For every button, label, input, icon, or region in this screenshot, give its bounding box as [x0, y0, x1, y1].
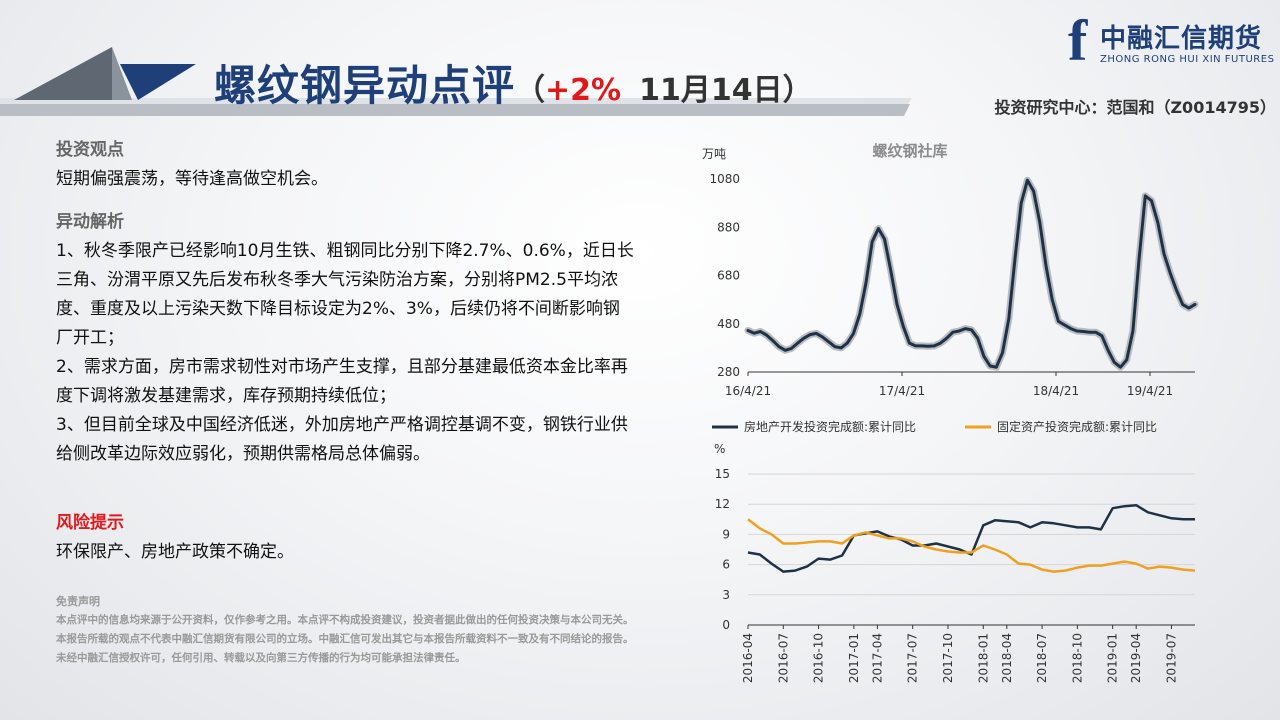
header-decoration	[0, 47, 912, 116]
logo-english: ZHONG RONG HUI XIN FUTURES	[1100, 54, 1275, 65]
x-tick-label: 2019-07	[1164, 633, 1178, 683]
x-tick-label: 2017-04	[870, 633, 884, 683]
series-line-shadow	[744, 176, 1199, 371]
y-tick-label: 0	[722, 618, 730, 632]
series-line-real-estate	[747, 503, 1195, 573]
y-unit-label: 万吨	[702, 147, 726, 161]
disclaimer-text: 本点评中的信息均来源于公开资料，仅作参考之用。本点评不构成投资建议，投资者据此做…	[56, 614, 634, 664]
y-tick-label: 3	[722, 588, 730, 602]
title-open-paren: （	[515, 73, 546, 108]
title-date: 11月14日	[639, 73, 783, 108]
analysis-item-2: 2、需求方面，房市需求韧性对市场产生支撑，且部分基建最低资本金比率再度下调将激发…	[56, 357, 628, 406]
view-text: 短期偏强震荡，等待逢高做空机会。	[56, 169, 328, 189]
y-tick-label: 280	[717, 365, 740, 379]
header: 螺纹钢异动点评（+2% 11月14日） f 中融汇信期货 ZHONG RONG H…	[0, 0, 1280, 120]
chart-title: 螺纹钢社库	[872, 142, 947, 160]
title-main: 螺纹钢异动点评	[214, 62, 516, 109]
logo-name: 中融汇信期货	[1100, 24, 1263, 54]
risk-title: 风险提示	[56, 513, 124, 533]
x-tick-label: 2018-01	[976, 633, 990, 683]
x-tick-label: 16/4/21	[725, 384, 771, 398]
x-tick-label: 2016-04	[741, 633, 755, 683]
investment-chart: 房地产开发投资完成额:累计同比 固定资产投资完成额:累计同比% 0 3 6 9 12 15 20…	[712, 419, 1196, 683]
disclaimer: 免责声明 本点评中的信息均来源于公开资料，仅作参考之用。本点评不构成投资建议，投…	[56, 592, 641, 668]
title-change: +2%	[545, 73, 622, 108]
x-tick-label: 2016-07	[776, 633, 790, 683]
y-unit-label: %	[714, 442, 725, 456]
x-tick-label: 2017-07	[906, 633, 920, 683]
y-tick-label: 480	[717, 317, 740, 331]
y-tick-label: 6	[722, 558, 730, 572]
x-tick-label: 18/4/21	[1033, 384, 1079, 398]
legend-label: 固定资产投资完成额:累计同比	[997, 419, 1157, 434]
analysis-title: 异动解析	[56, 212, 124, 232]
x-tick-label: 2016-10	[812, 633, 826, 683]
x-tick-label: 2018-04	[1000, 633, 1014, 683]
x-tick-label: 17/4/21	[879, 384, 925, 398]
y-tick-label: 12	[715, 497, 730, 511]
series-line-fixed-asset	[747, 518, 1196, 573]
x-tick-label: 19/4/21	[1127, 384, 1173, 398]
y-tick-label: 15	[715, 467, 730, 481]
title-close-paren: ）	[782, 73, 813, 108]
risk-text: 环保限产、房地产政策不确定。	[56, 542, 294, 562]
disclaimer-title: 免责声明	[56, 595, 100, 608]
company-logo: f 中融汇信期货 ZHONG RONG HUI XIN FUTURES	[1060, 8, 1275, 74]
y-tick-label: 9	[722, 527, 730, 541]
x-tick-label: 2017-10	[941, 633, 955, 683]
commentary-text: 投资观点 短期偏强震荡，等待逢高做空机会。 异动解析 1、秋冬季限产已经影响10…	[56, 136, 636, 567]
legend-label: 房地产开发投资完成额:累计同比	[744, 419, 916, 434]
view-title: 投资观点	[56, 140, 124, 160]
y-tick-label: 1080	[709, 172, 740, 186]
page-title: 螺纹钢异动点评（+2% 11月14日）	[214, 52, 813, 113]
x-tick-label: 2017-01	[847, 633, 861, 683]
analysis-item-3: 3、但目前全球及中国经济低迷，外加房地产严格调控基调不变，钢铁行业供给侧改革边际…	[56, 415, 628, 464]
x-tick-label: 2019-04	[1129, 633, 1143, 683]
x-tick-label: 2018-07	[1035, 633, 1049, 683]
y-tick-label: 880	[717, 220, 740, 234]
author-line: 投资研究中心：范国和（Z0014795）	[994, 98, 1276, 117]
x-tick-label: 2019-01	[1106, 633, 1120, 683]
y-tick-label: 680	[717, 269, 740, 283]
logo-mark: f	[1068, 8, 1088, 73]
x-tick-label: 2018-10	[1070, 633, 1084, 683]
inventory-chart: 螺纹钢社库 万吨 280 480 680 880 1080 16/4/21 17/4/21 18/…	[702, 142, 1199, 398]
analysis-item-1: 1、秋冬季限产已经影响10月生铁、粗钢同比分别下降2.7%、0.6%，近日长三角…	[56, 241, 634, 348]
series-line	[746, 178, 1197, 369]
